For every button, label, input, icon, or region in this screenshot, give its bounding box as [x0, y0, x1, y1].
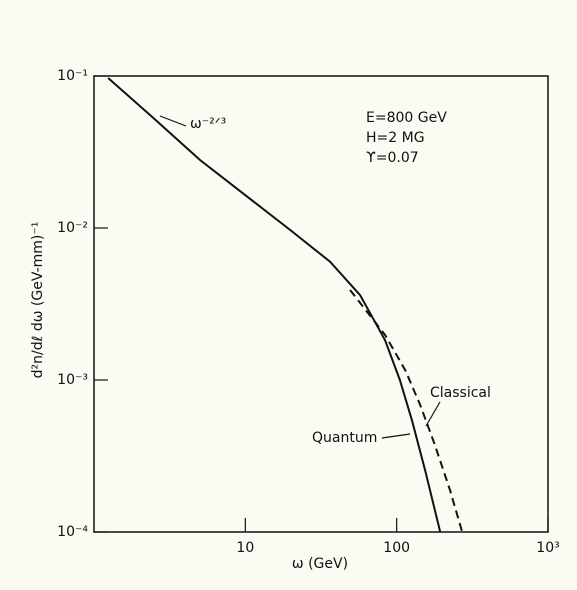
annotation: ω⁻²ᐟ³: [190, 116, 226, 132]
x-tick-label: 100: [383, 540, 410, 556]
x-tick-label: 10: [236, 540, 254, 556]
line-series: [107, 77, 442, 533]
annotation-arrow: [159, 115, 187, 127]
series-label: Classical: [430, 385, 491, 401]
y-tick-label: 10⁻¹: [57, 68, 88, 84]
annotation-arrow: [425, 401, 441, 427]
line-series: [349, 289, 464, 533]
y-tick-label: 10⁻⁴: [57, 524, 88, 540]
annotation-arrow: [381, 433, 411, 439]
x-axis-label: ω (GeV): [292, 556, 348, 572]
x-tick-label: 10³: [536, 540, 559, 556]
y-tick-label: 10⁻²: [57, 220, 88, 236]
annotation: E=800 GeV: [366, 110, 447, 126]
y-axis-label: d²n/dℓ dω (GeV-mm)⁻¹: [30, 222, 46, 379]
series-label: Quantum: [312, 430, 377, 446]
annotation: ϒ=0.07: [366, 150, 419, 166]
annotation: H=2 MG: [366, 130, 425, 146]
y-tick-label: 10⁻³: [57, 372, 88, 388]
plot-frame: [93, 75, 549, 533]
